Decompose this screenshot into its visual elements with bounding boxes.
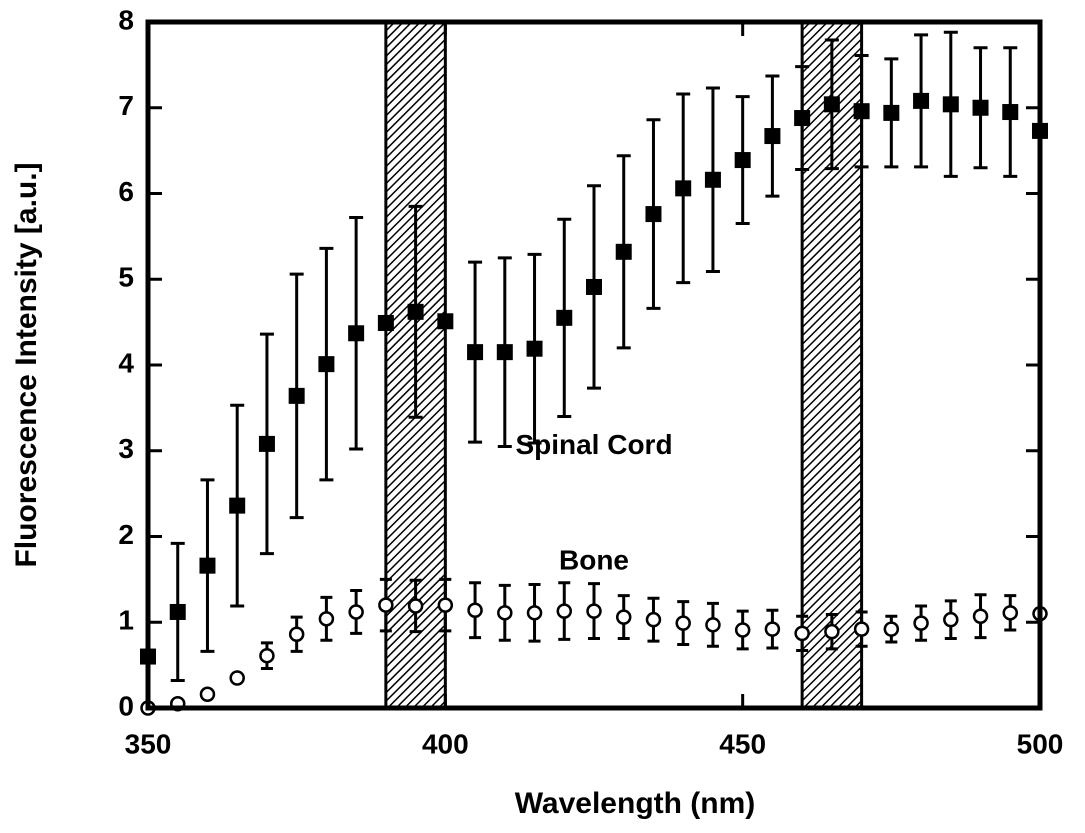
data-point xyxy=(229,497,246,514)
data-point xyxy=(318,611,335,627)
data-point xyxy=(675,615,691,631)
y-tick-label: 6 xyxy=(118,176,134,207)
data-point xyxy=(407,598,424,614)
data-point xyxy=(259,647,275,664)
data-point xyxy=(199,557,216,574)
data-point xyxy=(1002,605,1019,621)
data-point xyxy=(556,603,573,619)
plot-frame xyxy=(145,19,1043,711)
data-point xyxy=(348,604,364,620)
y-tick-label: 5 xyxy=(118,262,134,293)
data-point xyxy=(467,602,483,618)
x-tick-label: 400 xyxy=(422,728,469,759)
data-point xyxy=(942,96,959,113)
data-point xyxy=(943,611,959,628)
data-point xyxy=(734,152,751,169)
data-point xyxy=(467,344,484,361)
data-point xyxy=(348,325,365,342)
data-point xyxy=(645,206,662,223)
data-point xyxy=(615,609,632,625)
data-point xyxy=(734,622,751,638)
data-point xyxy=(497,605,513,621)
data-point xyxy=(853,621,870,637)
data-point xyxy=(645,611,662,628)
y-tick-label: 4 xyxy=(118,347,134,378)
y-tick-label: 2 xyxy=(118,519,134,550)
data-point xyxy=(556,309,573,326)
data-point xyxy=(972,99,989,116)
data-point xyxy=(258,435,275,452)
data-point xyxy=(229,670,245,686)
y-tick-label: 1 xyxy=(118,605,134,636)
data-point xyxy=(526,340,543,357)
data-point xyxy=(972,608,989,624)
y-tick-label: 0 xyxy=(118,690,134,721)
x-tick-label: 450 xyxy=(719,728,766,759)
y-tick-label: 8 xyxy=(118,4,134,35)
data-point xyxy=(794,110,811,127)
annotation: Bone xyxy=(559,545,629,576)
data-point xyxy=(824,623,840,640)
data-point xyxy=(437,313,454,330)
x-tick-label: 500 xyxy=(1017,728,1064,759)
data-point xyxy=(288,387,305,404)
data-point xyxy=(913,615,929,631)
data-point xyxy=(615,243,632,260)
data-point xyxy=(913,92,930,109)
data-point xyxy=(288,626,305,643)
data-point xyxy=(377,314,394,331)
data-point xyxy=(764,621,781,637)
data-point xyxy=(437,597,454,613)
data-point xyxy=(378,597,394,613)
data-point xyxy=(764,128,781,145)
data-point xyxy=(883,621,900,637)
y-tick-label: 7 xyxy=(118,90,134,121)
data-point xyxy=(675,180,692,197)
data-point xyxy=(853,103,870,120)
x-tick-label: 350 xyxy=(125,728,172,759)
data-point xyxy=(496,344,513,361)
data-point xyxy=(586,603,602,619)
data-point xyxy=(199,686,216,703)
data-point xyxy=(407,303,424,320)
data-point xyxy=(794,625,810,642)
data-point xyxy=(586,278,602,295)
y-axis-label: Fluorescence Intensity [a.u.] xyxy=(10,162,43,567)
data-point xyxy=(704,171,721,188)
annotation: Spinal Cord xyxy=(515,429,672,460)
data-point xyxy=(823,96,840,113)
data-point xyxy=(883,104,900,121)
y-tick-label: 3 xyxy=(118,433,134,464)
x-axis-label: Wavelength (nm) xyxy=(515,787,756,820)
data-point xyxy=(318,356,335,373)
data-point xyxy=(1002,104,1019,121)
data-point xyxy=(169,603,186,620)
data-point xyxy=(526,605,543,621)
data-point xyxy=(705,617,721,633)
